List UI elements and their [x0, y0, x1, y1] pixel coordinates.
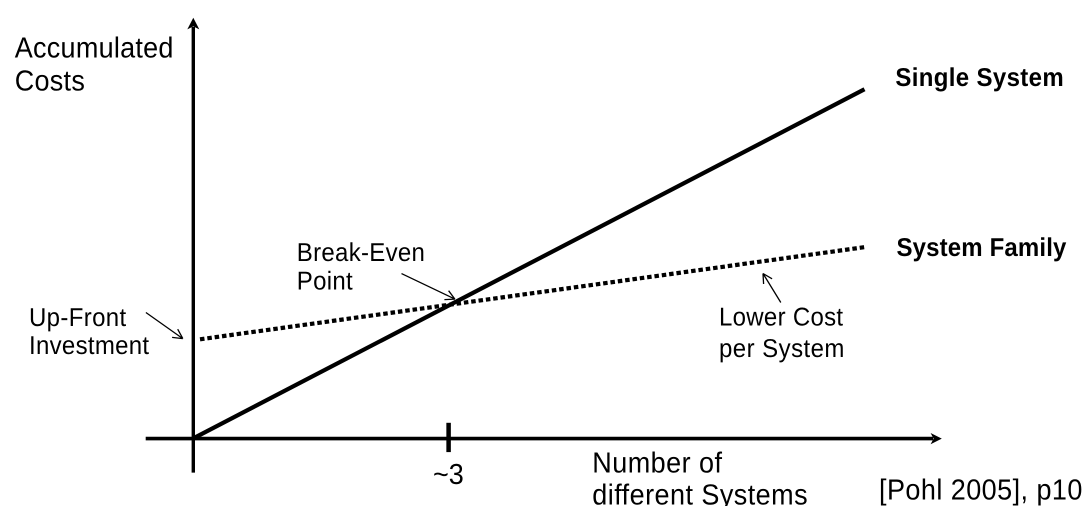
svg-text:Break-Even: Break-Even — [297, 238, 425, 267]
svg-text:per System: per System — [719, 334, 845, 363]
svg-text:Costs: Costs — [15, 65, 85, 97]
svg-text:Lower Cost: Lower Cost — [719, 303, 843, 332]
svg-text:Accumulated: Accumulated — [15, 32, 174, 64]
svg-text:Point: Point — [297, 267, 353, 296]
svg-text:different Systems: different Systems — [592, 479, 808, 506]
svg-text:Single System: Single System — [895, 63, 1064, 92]
svg-text:System Family: System Family — [897, 233, 1068, 262]
svg-text:Number of: Number of — [592, 447, 722, 479]
svg-text:Investment: Investment — [29, 331, 149, 360]
svg-text:~3: ~3 — [433, 458, 464, 490]
svg-text:[Pohl 2005], p10: [Pohl 2005], p10 — [879, 474, 1083, 506]
svg-text:Up-Front: Up-Front — [29, 303, 127, 332]
